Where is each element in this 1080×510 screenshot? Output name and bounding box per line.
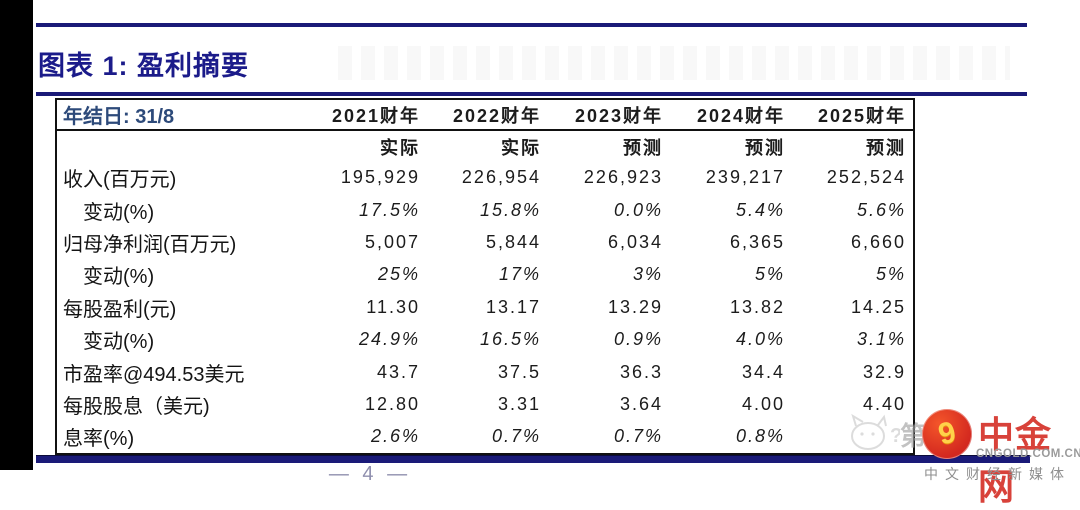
- cell-value: 0.7%: [613, 426, 663, 447]
- bottom-divider-rule: [36, 455, 1030, 463]
- year-header: 2023财年: [548, 99, 670, 132]
- page-number: — 4 —: [328, 463, 412, 485]
- cell-value: 3.1%: [856, 329, 906, 350]
- table-subheader-row: 实际 实际 预测 预测 预测: [56, 130, 914, 161]
- cell-value: 37.5: [497, 361, 541, 382]
- cell-value: 252,524: [826, 167, 906, 188]
- cell-value: 195,929: [340, 167, 420, 188]
- cell-value: 3.64: [619, 393, 663, 414]
- cell-value: [792, 421, 914, 454]
- earnings-summary-table: 年结日: 31/8 2021财年 2022财年 2023财年 2024财年 20…: [55, 98, 915, 455]
- cell-value: 5,844: [485, 232, 541, 253]
- cell-value: 239,217: [705, 167, 785, 188]
- actual-forecast-header: 实际: [380, 137, 420, 158]
- row-label: 变动(%): [83, 266, 155, 289]
- row-label: 变动(%): [83, 201, 155, 224]
- cell-value: 0.7%: [491, 426, 541, 447]
- row-label: 归母净利润(百万元): [63, 234, 237, 257]
- cell-value: 0.9%: [613, 329, 663, 350]
- actual-forecast-header: 实际: [501, 137, 541, 158]
- cell-value: 14.25: [850, 296, 906, 317]
- table-row: 每股股息（美元) 12.80 3.31 3.64 4.00 4.40: [56, 388, 914, 420]
- figure-title: 图表 1: 盈利摘要: [38, 51, 250, 81]
- actual-forecast-header: 预测: [745, 137, 785, 158]
- table-row: 市盈率@494.53美元 43.7 37.5 36.3 34.4 32.9: [56, 356, 914, 388]
- title-background-stripes: [338, 46, 1010, 80]
- row-label: 每股盈利(元): [63, 298, 177, 321]
- row-label: 息率(%): [63, 428, 135, 451]
- cell-value: 24.9%: [358, 329, 420, 350]
- cell-value: 2.6%: [370, 426, 420, 447]
- cell-value: 5,007: [364, 232, 420, 253]
- cell-value: 0.0%: [613, 199, 663, 220]
- cell-value: 16.5%: [479, 329, 541, 350]
- cell-value: 6,660: [850, 232, 906, 253]
- year-header: 2022财年: [427, 99, 548, 132]
- cell-value: 5%: [754, 264, 785, 285]
- cell-value: 17.5%: [358, 199, 420, 220]
- year-header: 2025财年: [792, 99, 914, 132]
- cell-value: 6,034: [607, 232, 663, 253]
- cell-value: 6,365: [729, 232, 785, 253]
- actual-forecast-header: 预测: [623, 137, 663, 158]
- cell-value: 34.4: [741, 361, 785, 382]
- cell-value: 43.7: [376, 361, 420, 382]
- cell-value: 4.0%: [735, 329, 785, 350]
- cell-value: 25%: [377, 264, 420, 285]
- row-label: 收入(百万元): [63, 169, 177, 192]
- year-header: 2024财年: [670, 99, 792, 132]
- table-row: 息率(%) 2.6% 0.7% 0.7% 0.8%: [56, 421, 914, 454]
- row-label: 市盈率@494.53美元: [63, 363, 245, 386]
- cell-value: 17%: [498, 264, 541, 285]
- year-header: 2021财年: [306, 99, 427, 132]
- left-black-bar: [0, 0, 33, 470]
- cell-value: 226,923: [583, 167, 663, 188]
- cell-value: 12.80: [364, 393, 420, 414]
- row-label: 每股股息（美元): [63, 395, 210, 418]
- title-underline-rule: [36, 92, 1027, 96]
- table-header-row: 年结日: 31/8 2021财年 2022财年 2023财年 2024财年 20…: [56, 99, 914, 132]
- table-row: 变动(%) 24.9% 16.5% 0.9% 4.0% 3.1%: [56, 323, 914, 355]
- table-row: 归母净利润(百万元) 5,007 5,844 6,034 6,365 6,660: [56, 226, 914, 258]
- cell-value: 13.17: [485, 296, 541, 317]
- cell-value: 13.82: [729, 296, 785, 317]
- cell-value: 32.9: [862, 361, 906, 382]
- table-row: 变动(%) 17.5% 15.8% 0.0% 5.4% 5.6%: [56, 194, 914, 226]
- cngold-logo-icon: 9: [922, 409, 972, 459]
- cell-value: 15.8%: [479, 199, 541, 220]
- cell-value: 4.40: [862, 393, 906, 414]
- cell-value: 4.00: [741, 393, 785, 414]
- cell-value: 0.8%: [735, 426, 785, 447]
- cell-value: 226,954: [461, 167, 541, 188]
- actual-forecast-header: 预测: [866, 137, 906, 158]
- cell-value: 5%: [875, 264, 906, 285]
- table-row: 每股盈利(元) 11.30 13.17 13.29 13.82 14.25: [56, 291, 914, 323]
- cell-value: 3.31: [497, 393, 541, 414]
- table-row: 收入(百万元) 195,929 226,954 226,923 239,217 252,5…: [56, 162, 914, 194]
- top-divider-rule: [36, 23, 1027, 27]
- cell-value: 13.29: [607, 296, 663, 317]
- watermark-tagline-text: 中文财经新媒体: [924, 466, 1071, 482]
- cell-value: 36.3: [619, 361, 663, 382]
- cell-value: 11.30: [366, 296, 420, 317]
- cell-value: 3%: [632, 264, 663, 285]
- fiscal-year-end-label: 年结日: 31/8: [56, 99, 306, 132]
- logo-swirl-glyph: 9: [934, 415, 959, 452]
- cell-value: 5.4%: [735, 199, 785, 220]
- table-row: 变动(%) 25% 17% 3% 5% 5%: [56, 259, 914, 291]
- cell-value: 5.6%: [856, 199, 906, 220]
- row-label: 变动(%): [83, 331, 155, 354]
